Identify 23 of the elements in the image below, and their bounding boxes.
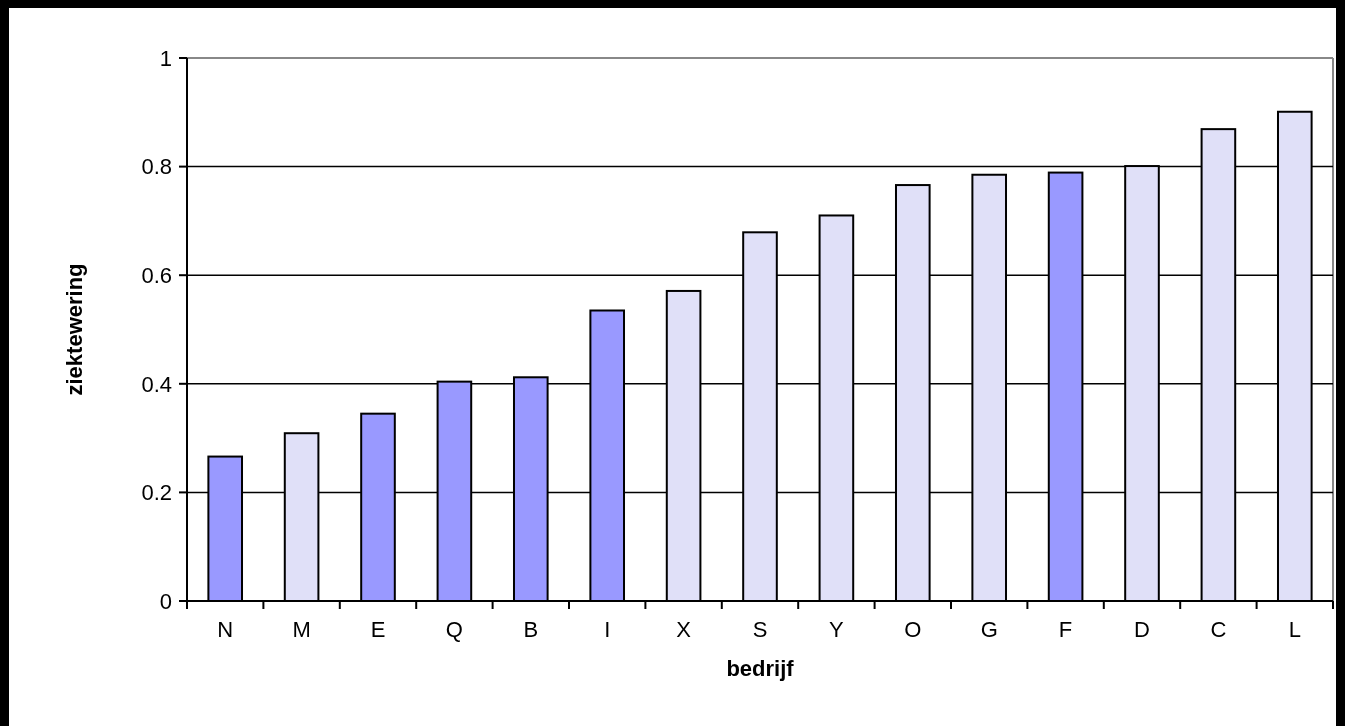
x-tick-label: I [604, 616, 611, 642]
x-tick-label: S [752, 616, 768, 642]
y-tick-label: 1 [159, 45, 172, 71]
y-tick-label: 0.4 [141, 371, 172, 397]
x-tick-label: M [292, 616, 311, 642]
y-tick-label: 0.6 [141, 262, 172, 288]
x-tick-label: D [1134, 616, 1150, 642]
x-tick-label: F [1058, 616, 1073, 642]
x-tick-label: N [217, 616, 234, 642]
x-tick-label: B [523, 616, 539, 642]
x-tick-label: X [676, 616, 692, 642]
x-tick-label: Q [445, 616, 463, 642]
y-tick-label: 0.8 [141, 154, 172, 180]
x-tick-label: E [370, 616, 386, 642]
x-tick-label: Y [829, 616, 845, 642]
x-axis-title: bedrijf [726, 655, 795, 681]
y-axis-title: ziektewering [61, 263, 87, 396]
x-tick-label: O [904, 616, 922, 642]
x-tick-label: G [980, 616, 998, 642]
y-tick-label: 0 [159, 588, 172, 614]
x-tick-label: L [1288, 616, 1301, 642]
y-tick-label: 0.2 [141, 480, 172, 506]
x-tick-label: C [1210, 616, 1227, 642]
